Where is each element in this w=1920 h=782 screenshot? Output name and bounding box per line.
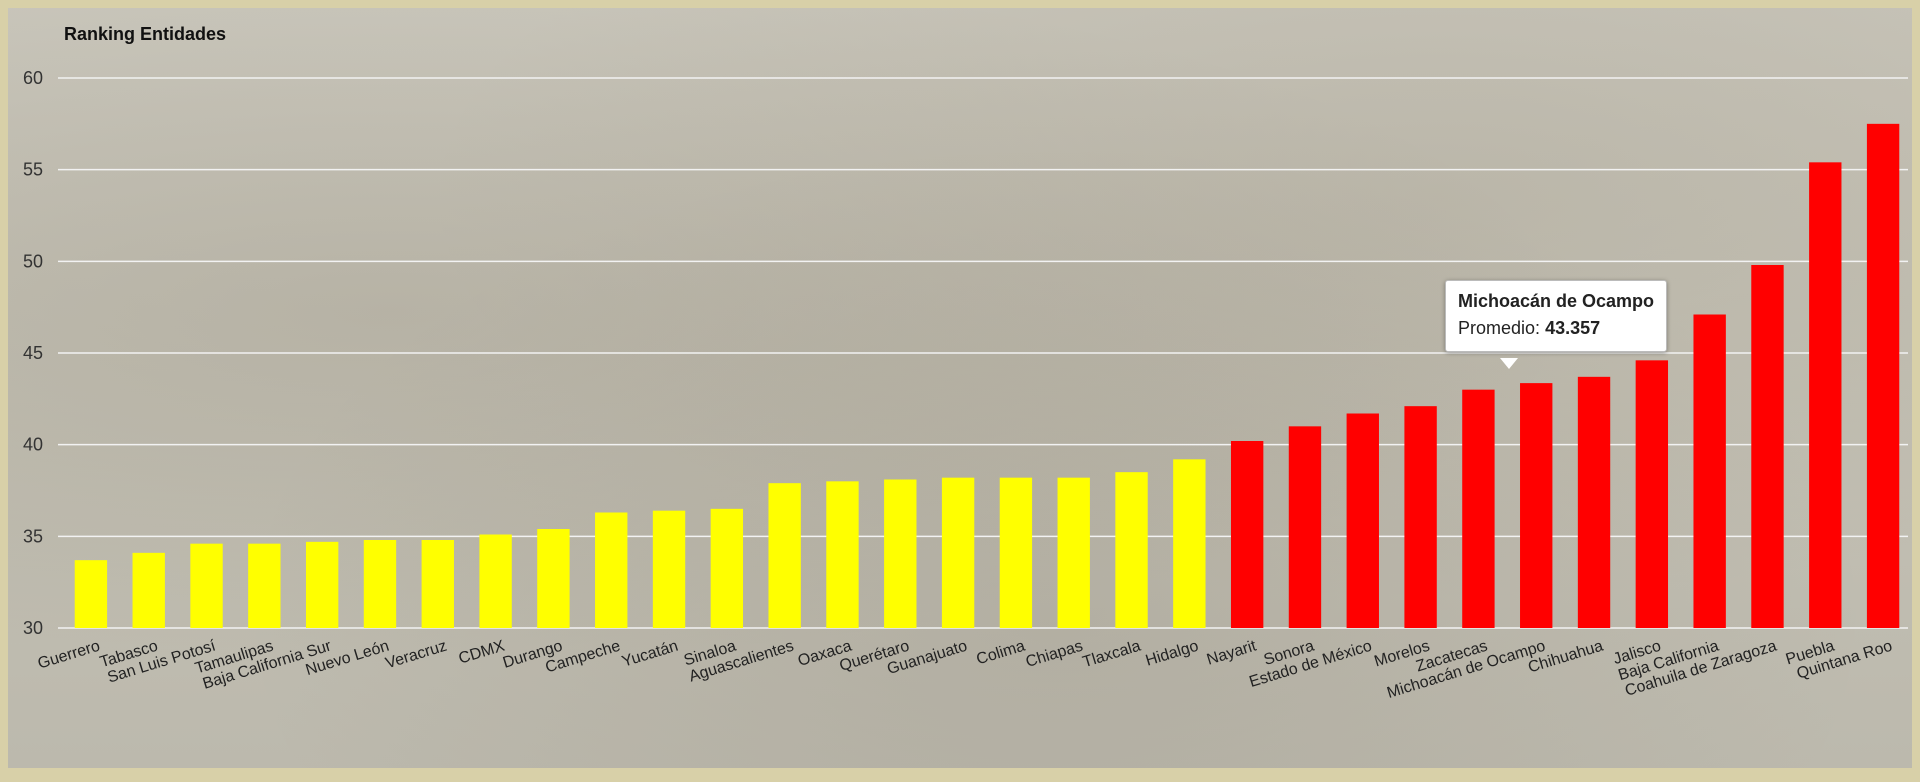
bar[interactable] (999, 477, 1033, 628)
bar[interactable] (479, 534, 512, 629)
bar[interactable] (710, 508, 744, 628)
bar[interactable] (1404, 406, 1437, 628)
y-tick-label: 35 (23, 526, 43, 546)
bar[interactable] (941, 477, 975, 628)
x-tick-label: Chiapas (1024, 638, 1085, 671)
x-tick-label: Colima (974, 638, 1027, 669)
bar[interactable] (1115, 472, 1148, 628)
bar[interactable] (595, 512, 628, 629)
bar[interactable] (421, 540, 454, 628)
bar[interactable] (305, 541, 339, 628)
bar[interactable] (132, 552, 165, 628)
bar[interactable] (537, 529, 570, 628)
bar[interactable] (363, 540, 397, 628)
tooltip-value: 43.357 (1545, 318, 1601, 338)
bar[interactable] (1693, 314, 1726, 629)
bar[interactable] (826, 481, 859, 628)
y-tick-label: 50 (23, 251, 43, 271)
bar[interactable] (1173, 459, 1206, 628)
bar[interactable] (1520, 383, 1553, 628)
y-tick-label: 40 (23, 435, 43, 455)
y-tick-label: 45 (23, 343, 43, 363)
bar[interactable] (1577, 376, 1611, 628)
x-tick-label: CDMX (457, 637, 507, 667)
bar[interactable] (1346, 413, 1379, 629)
chart-frame: Ranking Entidades 30 35 40 45 50 55 60 Guerrer… (8, 8, 1912, 768)
bar[interactable] (248, 543, 281, 628)
bar[interactable] (1866, 123, 1900, 628)
gridlines (58, 77, 1908, 629)
y-tick-label: 30 (23, 618, 43, 638)
bar[interactable] (190, 543, 223, 628)
bar[interactable] (74, 560, 108, 628)
chart-title: Ranking Entidades (64, 24, 226, 44)
x-tick-label: Guerrero (36, 638, 102, 673)
x-tick-label: Hidalgo (1144, 638, 1201, 670)
y-tick-label: 60 (23, 68, 43, 88)
tooltip: Michoacán de Ocampo Promedio: 43.357 (1445, 280, 1668, 352)
bar[interactable] (652, 510, 686, 628)
bar[interactable] (1462, 389, 1495, 628)
bar[interactable] (1635, 360, 1669, 628)
bars (74, 123, 1900, 629)
x-tick-label: Nayarit (1205, 637, 1259, 668)
x-tick-label: Yucatán (620, 638, 680, 671)
bar[interactable] (1751, 265, 1784, 628)
bar[interactable] (1288, 426, 1322, 628)
y-axis: 30 35 40 45 50 55 60 (23, 68, 43, 638)
bar[interactable] (884, 479, 917, 629)
bar[interactable] (1057, 477, 1090, 628)
tooltip-label: Promedio: (1458, 318, 1541, 338)
y-tick-label: 55 (23, 160, 43, 180)
tooltip-pointer (1500, 358, 1518, 369)
x-tick-label: Veracruz (384, 638, 449, 673)
tooltip-entity-name: Michoacán de Ocampo (1458, 291, 1655, 311)
x-tick-label: Tlaxcala (1081, 638, 1143, 672)
bar[interactable] (1230, 441, 1264, 628)
bar[interactable] (1809, 162, 1842, 629)
bar-chart: Ranking Entidades 30 35 40 45 50 55 60 Guerrer… (23, 24, 1908, 702)
bar[interactable] (768, 483, 801, 628)
